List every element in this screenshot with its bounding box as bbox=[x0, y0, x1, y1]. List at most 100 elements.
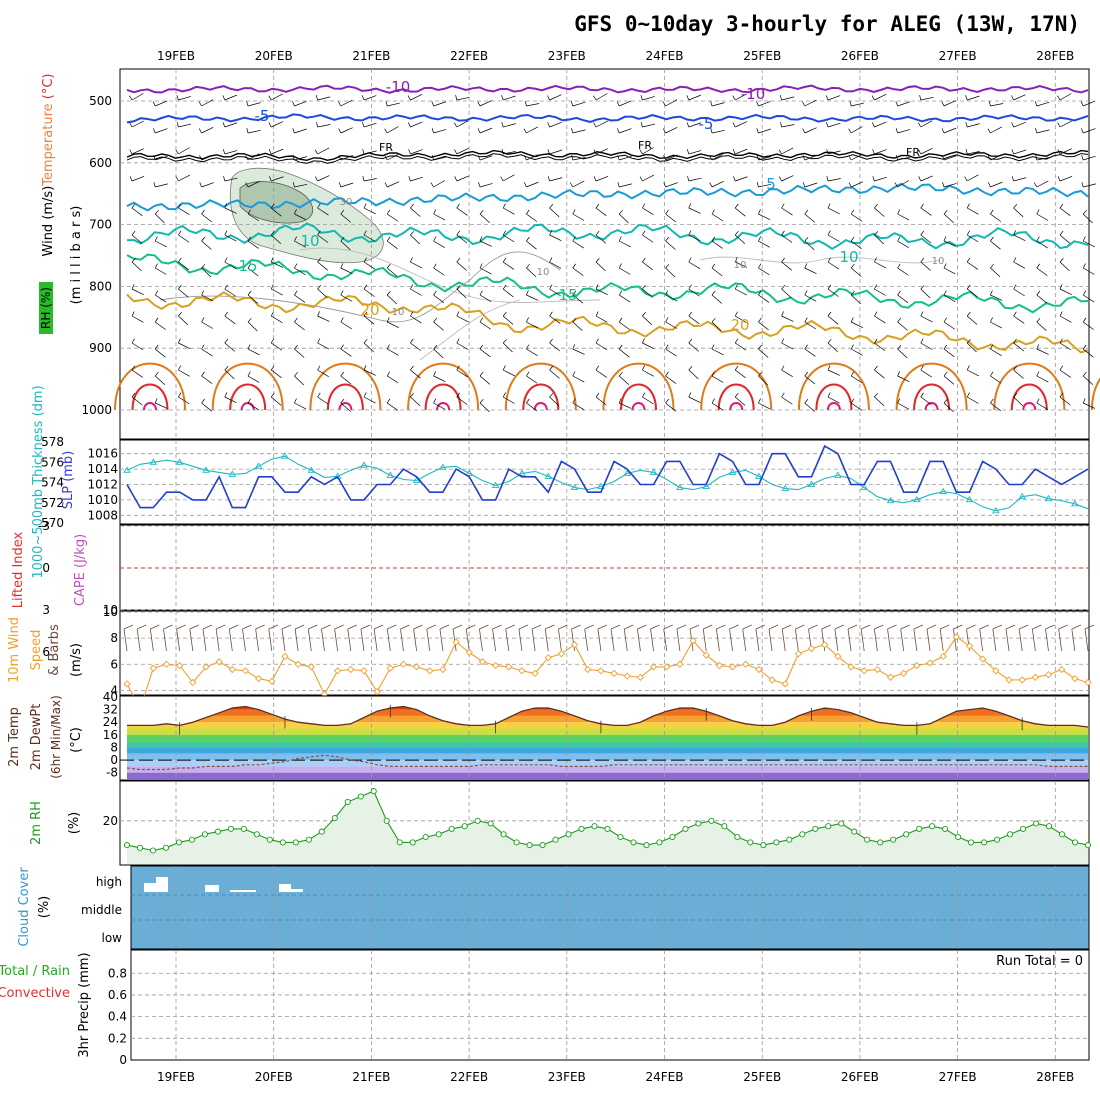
wind-barb bbox=[334, 628, 339, 652]
wind-barb bbox=[294, 402, 307, 410]
wind-barb bbox=[502, 392, 506, 398]
wind-barb bbox=[178, 392, 182, 398]
wind-speed-marker bbox=[965, 642, 974, 650]
wind-barb bbox=[920, 342, 933, 350]
isotherm-cell bbox=[436, 402, 451, 411]
wind-barb bbox=[1036, 267, 1048, 276]
wind-barb bbox=[711, 267, 723, 277]
wind-barb bbox=[827, 257, 831, 263]
wind-barb bbox=[768, 624, 779, 630]
wind-speed-marker bbox=[1044, 671, 1053, 679]
wind-barb bbox=[340, 213, 351, 223]
wind-barb bbox=[531, 628, 536, 652]
wind-barb bbox=[189, 624, 199, 630]
wind-barb bbox=[433, 213, 446, 221]
wind-barb bbox=[688, 369, 699, 380]
wind-barb bbox=[595, 203, 600, 209]
tick-label: 4 bbox=[110, 683, 118, 697]
wind-barb bbox=[502, 339, 507, 344]
wind-barb bbox=[572, 290, 577, 296]
wind-barb bbox=[340, 375, 352, 385]
wind-barb bbox=[1080, 101, 1084, 107]
rh-marker bbox=[266, 836, 273, 843]
wind-barb bbox=[572, 101, 586, 107]
contour-label: 10 bbox=[734, 260, 747, 271]
isotherm-cell bbox=[797, 362, 870, 411]
wind-barb bbox=[223, 176, 226, 182]
wind-barb bbox=[758, 348, 769, 358]
rh-marker bbox=[344, 798, 351, 805]
wind-speed-marker bbox=[676, 660, 684, 668]
wind-barb bbox=[456, 175, 469, 182]
wind-barb bbox=[1059, 311, 1063, 317]
lifted-index-label: Lifted Index bbox=[11, 531, 26, 608]
wind-barb bbox=[894, 182, 898, 188]
wind-barb bbox=[850, 267, 862, 277]
wind-barb bbox=[154, 371, 159, 377]
wind-barb bbox=[502, 284, 507, 290]
wind-barb bbox=[456, 207, 468, 216]
wind-barb bbox=[247, 180, 260, 188]
wind-speed-marker bbox=[597, 667, 605, 675]
wind-barb bbox=[990, 348, 1002, 356]
wind-barb bbox=[526, 181, 539, 188]
wind-barb bbox=[979, 628, 984, 652]
wind-barb bbox=[201, 126, 214, 134]
wind-barb bbox=[270, 257, 274, 263]
wind-barb bbox=[340, 263, 344, 269]
wind-barb bbox=[501, 95, 504, 101]
wind-barb bbox=[526, 321, 539, 329]
wind-barb bbox=[294, 101, 307, 107]
wind-barb bbox=[500, 176, 504, 182]
thickness-marker bbox=[597, 482, 605, 489]
wind-barb bbox=[781, 124, 795, 128]
wind-barb bbox=[1059, 234, 1071, 244]
dewpt-label: 2m DewPt bbox=[29, 704, 44, 771]
contour-label: 10 bbox=[537, 267, 550, 278]
wind-barb bbox=[1005, 628, 1010, 652]
wind-barb bbox=[618, 371, 623, 377]
rh-marker bbox=[981, 839, 988, 846]
wind-barb bbox=[199, 182, 202, 188]
wind-barb bbox=[597, 628, 602, 652]
wind-barb bbox=[1082, 210, 1087, 215]
thickness-marker bbox=[834, 471, 842, 478]
wind-speed-marker bbox=[1058, 665, 1066, 674]
wind-barb bbox=[966, 342, 977, 353]
wind-barb bbox=[920, 338, 924, 344]
wind-barb bbox=[431, 155, 434, 161]
wind-barb bbox=[663, 155, 666, 161]
wind-barb bbox=[400, 624, 410, 630]
contour-label: 5 bbox=[766, 175, 776, 193]
wind-barb bbox=[317, 207, 329, 216]
wind-barb bbox=[131, 261, 142, 272]
thickness-marker bbox=[728, 468, 737, 475]
wind-barb bbox=[821, 624, 831, 630]
wind-barb bbox=[781, 284, 786, 290]
wind-barb bbox=[572, 402, 585, 410]
rh-marker bbox=[838, 820, 845, 827]
cloud-bar bbox=[205, 885, 219, 892]
wind-barb bbox=[400, 628, 404, 652]
wind-barb bbox=[827, 261, 840, 270]
date-label-top: 26FEB bbox=[841, 49, 879, 63]
wind-barb bbox=[129, 122, 133, 128]
wind-barb bbox=[851, 348, 863, 356]
wind-barb bbox=[433, 156, 447, 161]
wind-speed-marker bbox=[847, 663, 855, 671]
wind-barb bbox=[990, 213, 1002, 222]
wind-barb bbox=[247, 153, 260, 161]
wind-barb bbox=[317, 338, 321, 344]
wind-barb bbox=[363, 369, 376, 376]
rh-contour bbox=[159, 251, 561, 323]
wind-barb bbox=[848, 182, 852, 188]
wind-barb bbox=[524, 182, 527, 188]
wind-barb bbox=[943, 399, 948, 404]
wind-barb bbox=[572, 321, 583, 331]
wind-barb bbox=[758, 375, 768, 386]
wind-barb bbox=[663, 624, 673, 630]
wind-barb bbox=[874, 624, 884, 630]
tick-label: high bbox=[96, 875, 122, 889]
wind-barb bbox=[1083, 155, 1096, 161]
wind-barb bbox=[572, 129, 586, 134]
